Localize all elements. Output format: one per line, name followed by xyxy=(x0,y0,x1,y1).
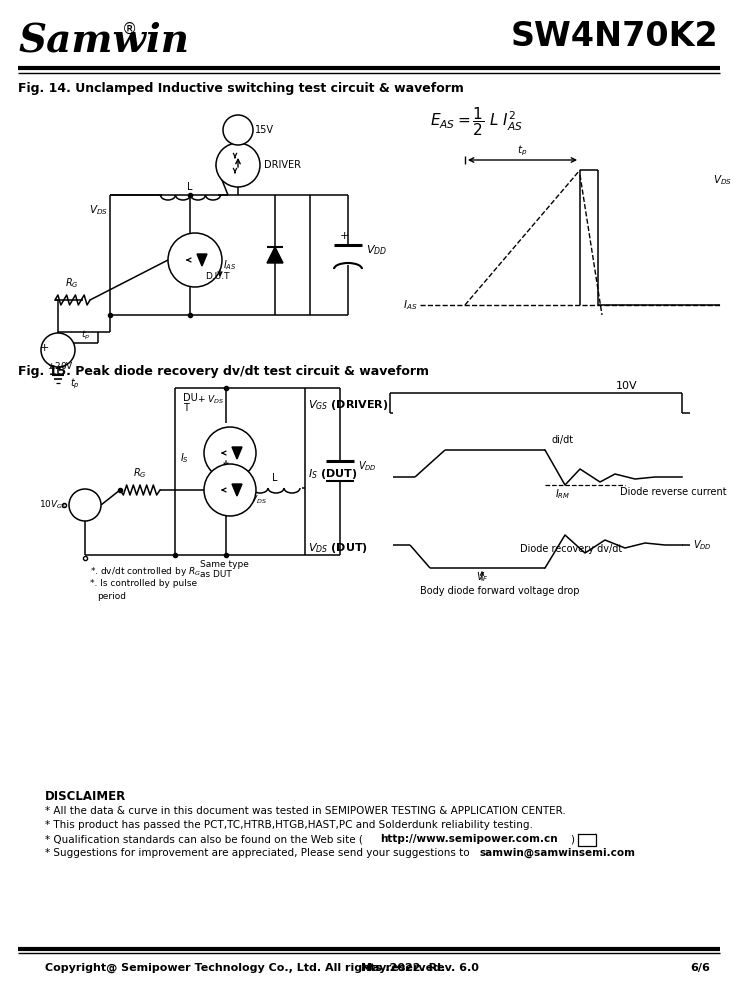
Text: $V_{DS}$: $V_{DS}$ xyxy=(713,173,732,187)
Polygon shape xyxy=(232,447,242,459)
Text: $10V_{GS}$: $10V_{GS}$ xyxy=(38,499,67,511)
Text: $V_{GS}$ (DRIVER): $V_{GS}$ (DRIVER) xyxy=(308,398,389,412)
Text: D.U.T: D.U.T xyxy=(205,272,230,281)
Text: http://www.semipower.com.cn: http://www.semipower.com.cn xyxy=(380,834,558,844)
Text: Fig. 15. Peak diode recovery dv/dt test circuit & waveform: Fig. 15. Peak diode recovery dv/dt test … xyxy=(18,365,429,378)
Text: samwin@samwinsemi.com: samwin@samwinsemi.com xyxy=(480,848,636,858)
Text: $t_p$: $t_p$ xyxy=(81,329,91,342)
Text: $I_S$: $I_S$ xyxy=(180,451,189,465)
Text: $E_{AS}=\dfrac{1}{2}\ L\ I_{AS}^{2}$: $E_{AS}=\dfrac{1}{2}\ L\ I_{AS}^{2}$ xyxy=(430,105,523,138)
Text: *. dv/dt controlled by $R_G$: *. dv/dt controlled by $R_G$ xyxy=(90,565,201,578)
Polygon shape xyxy=(232,484,242,496)
Circle shape xyxy=(204,427,256,479)
Text: Diode reverse current: Diode reverse current xyxy=(620,487,727,497)
Text: L: L xyxy=(272,473,277,483)
Text: $V_{DD}$: $V_{DD}$ xyxy=(358,459,377,473)
Text: L: L xyxy=(187,182,193,192)
Text: Diode recovery dv/dt: Diode recovery dv/dt xyxy=(520,544,622,554)
Text: Body diode forward voltage drop: Body diode forward voltage drop xyxy=(420,586,579,596)
Text: 6/6: 6/6 xyxy=(690,963,710,973)
Text: ®: ® xyxy=(122,22,137,37)
Text: $I_{RM}$: $I_{RM}$ xyxy=(555,487,570,501)
Polygon shape xyxy=(267,247,283,263)
Text: * All the data & curve in this document was tested in SEMIPOWER TESTING & APPLIC: * All the data & curve in this document … xyxy=(45,806,566,816)
Text: $R_G$: $R_G$ xyxy=(133,466,147,480)
Text: $V_{DD}$: $V_{DD}$ xyxy=(693,538,711,552)
Text: $I_S$ (DUT): $I_S$ (DUT) xyxy=(308,467,357,481)
Text: $V_{DS}$: $V_{DS}$ xyxy=(250,493,267,506)
Text: DRIVER: DRIVER xyxy=(264,160,301,170)
Circle shape xyxy=(216,143,260,187)
Text: period: period xyxy=(97,592,126,601)
Text: +: + xyxy=(39,343,49,353)
Circle shape xyxy=(168,233,222,287)
Bar xyxy=(578,834,596,846)
Text: *. Is controlled by pulse: *. Is controlled by pulse xyxy=(90,579,197,588)
Text: Same type
as DUT: Same type as DUT xyxy=(200,560,249,579)
Circle shape xyxy=(204,464,256,516)
Text: $R_G$: $R_G$ xyxy=(65,276,79,290)
Text: $t_p$: $t_p$ xyxy=(70,377,80,391)
Text: $\pm$20V: $\pm$20V xyxy=(47,360,75,371)
Text: $I_{AS}$: $I_{AS}$ xyxy=(403,298,417,312)
Text: * Qualification standards can also be found on the Web site (: * Qualification standards can also be fo… xyxy=(45,834,363,844)
Text: Copyright@ Semipower Technology Co., Ltd. All rights reserved.: Copyright@ Semipower Technology Co., Ltd… xyxy=(45,963,445,973)
Text: $V_F$: $V_F$ xyxy=(476,570,489,584)
Polygon shape xyxy=(197,254,207,266)
Text: $V_{DD}$: $V_{DD}$ xyxy=(366,243,387,257)
Text: May.2022. Rev. 6.0: May.2022. Rev. 6.0 xyxy=(361,963,479,973)
Text: di/dt: di/dt xyxy=(552,435,574,445)
Text: SW4N70K2: SW4N70K2 xyxy=(511,20,718,53)
Text: 15V: 15V xyxy=(255,125,274,135)
Text: T: T xyxy=(183,403,189,413)
Text: ): ) xyxy=(570,834,574,844)
Circle shape xyxy=(69,489,101,521)
Text: $I_{AS}$: $I_{AS}$ xyxy=(223,258,237,272)
Text: $V_{DS}$ (DUT): $V_{DS}$ (DUT) xyxy=(308,541,368,555)
Circle shape xyxy=(223,115,253,145)
Text: DU: DU xyxy=(183,393,198,403)
Text: Fig. 14. Unclamped Inductive switching test circuit & waveform: Fig. 14. Unclamped Inductive switching t… xyxy=(18,82,464,95)
Text: $+\ V_{DS}$: $+\ V_{DS}$ xyxy=(197,393,224,406)
Text: Samwin: Samwin xyxy=(18,22,189,60)
Circle shape xyxy=(41,333,75,367)
Text: $V_{DS}$: $V_{DS}$ xyxy=(89,203,108,217)
Text: * This product has passed the PCT,TC,HTRB,HTGB,HAST,PC and Solderdunk reliabilit: * This product has passed the PCT,TC,HTR… xyxy=(45,820,533,830)
Text: +: + xyxy=(339,231,348,241)
Text: 10V: 10V xyxy=(616,381,638,391)
Text: $t_p$: $t_p$ xyxy=(517,144,527,158)
Text: * Suggestions for improvement are appreciated, Please send your suggestions to: * Suggestions for improvement are apprec… xyxy=(45,848,473,858)
Text: DISCLAIMER: DISCLAIMER xyxy=(45,790,126,803)
